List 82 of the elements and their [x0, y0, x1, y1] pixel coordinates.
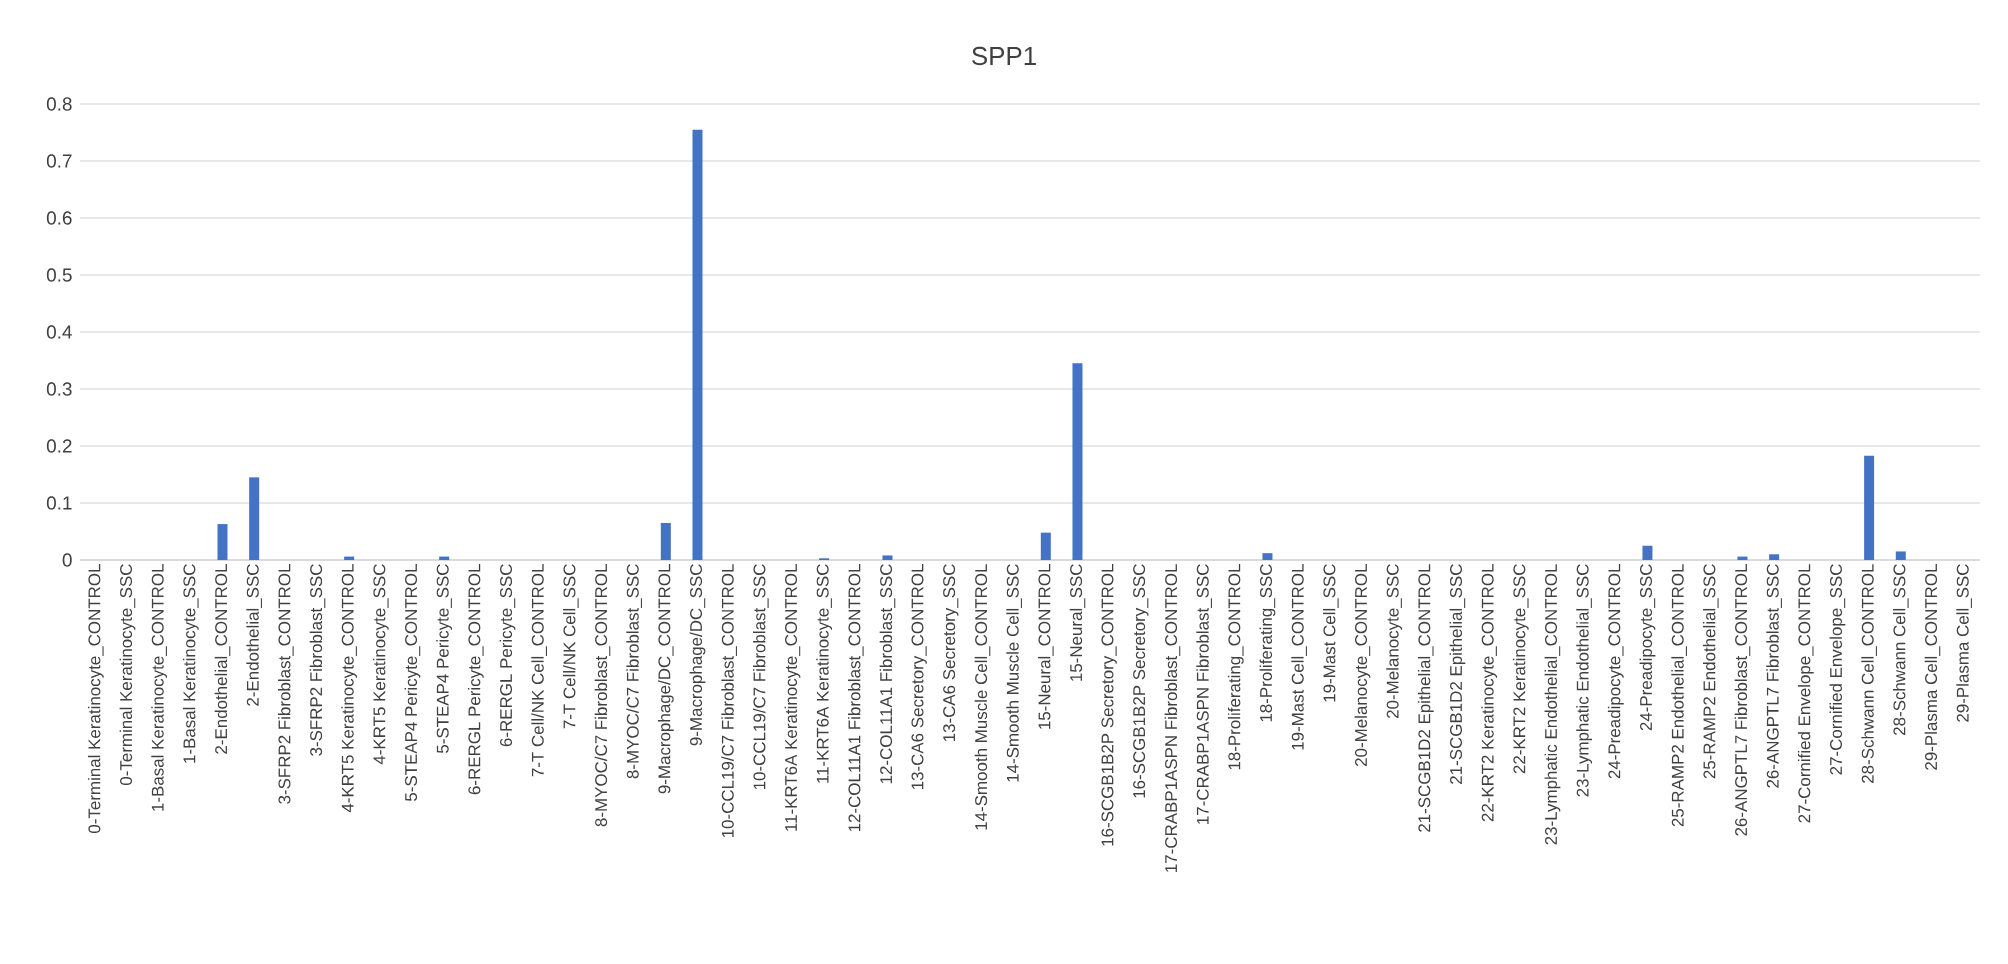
x-tick-label: 20-Melanocyte_CONTROL [1354, 564, 1371, 766]
y-tick-label: 0.5 [46, 268, 72, 282]
bar [249, 477, 260, 560]
x-tick-label: 9-Macrophage/DC_CONTROL [657, 564, 674, 794]
x-tick-label: 12-COL11A1 Fibroblast_SSC [879, 564, 896, 784]
y-tick-label: 0.1 [46, 496, 72, 510]
x-tick-label: 11-KRT6A Keratinocyte_SSC [816, 564, 833, 783]
x-tick-label: 18-Proliferating_SSC [1259, 564, 1276, 722]
x-tick-label: 0-Terminal Keratinocyte_CONTROL [87, 564, 104, 833]
y-tick-label: 0.7 [46, 154, 72, 168]
x-tick-label: 14-Smooth Muscle Cell_CONTROL [974, 564, 991, 830]
x-tick-label: 29-Plasma Cell_CONTROL [1924, 564, 1941, 770]
x-tick-label: 9-Macrophage/DC_SSC [689, 564, 706, 746]
bar [1864, 455, 1875, 560]
x-tick-label: 22-KRT2 Keratinocyte_SSC [1512, 564, 1529, 774]
x-tick-label: 25-RAMP2 Endothelial_CONTROL [1671, 564, 1687, 827]
bar [1642, 545, 1653, 560]
y-tick-label: 0.3 [46, 382, 72, 396]
bar [1072, 363, 1083, 560]
bar [692, 129, 703, 560]
x-tick-label: 13-CA6 Secretory_CONTROL [911, 564, 927, 790]
x-tick-label: 8-MYOC/C7 Fibroblast_SSC [626, 564, 642, 779]
x-tick-label: 28-Schwann Cell_SSC [1892, 564, 1909, 735]
x-tick-label: 2-Endothelial_SSC [246, 564, 262, 706]
chart-title: SPP1 [972, 46, 1036, 66]
x-tick-label: 10-CCL19/C7 Fibroblast_CONTROL [721, 564, 737, 838]
x-tick-label: 24-Preadipocyte_CONTROL [1607, 564, 1624, 779]
bar [660, 522, 671, 560]
x-tick-label: 26-ANGPTL7 Fibroblast_CONTROL [1734, 564, 1751, 836]
x-tick-label: 26-ANGPTL7 Fibroblast_SSC [1766, 564, 1782, 788]
x-tick-label: 17-CRABP1ASPN Fibroblast_SSC [1196, 564, 1212, 824]
x-tick-label: 12-COL11A1 Fibroblast_CONTROL [848, 564, 864, 832]
x-tick-label: 25-RAMP2 Endothelial_SSC [1702, 564, 1719, 779]
x-tick-label: 10-CCL19/C7 Fibroblast_SSC [753, 564, 769, 790]
bar [217, 524, 228, 560]
x-tick-label: 17-CRABP1ASPN Fibroblast_CONTROL [1164, 564, 1181, 872]
x-tick-label: 3-SFRP2 Fibroblast_SSC [309, 564, 326, 756]
x-tick-label: 7-T Cell/NK Cell_SSC [563, 564, 579, 729]
x-tick-label: 3-SFRP2 Fibroblast_CONTROL [278, 564, 294, 804]
x-tick-label: 19-Mast Cell_SSC [1322, 564, 1339, 702]
y-tick-label: 0.6 [46, 211, 72, 225]
x-tick-label: 5-STEAP4 Pericyte_SSC [436, 564, 453, 753]
x-tick-label: 19-Mast Cell_CONTROL [1291, 564, 1307, 750]
x-tick-label: 16-SCGB1B2P Secretory_SSC [1133, 564, 1149, 798]
bar [1769, 554, 1780, 560]
y-tick-label: 0 [62, 553, 72, 567]
x-tick-label: 16-SCGB1B2P Secretory_CONTROL [1101, 564, 1117, 846]
x-tick-label: 23-Lymphatic Endothelial_SSC [1576, 564, 1593, 797]
x-tick-label: 5-STEAP4 Pericyte_CONTROL [404, 564, 421, 801]
x-tick-label: 6-RERGL Pericyte_SSC [499, 564, 516, 747]
x-tick-label: 18-Proliferating_CONTROL [1227, 564, 1244, 770]
x-tick-label: 21-SCGB1D2 Epithelial_SSC [1449, 564, 1466, 784]
x-tick-label: 15-Neural_SSC [1069, 564, 1086, 681]
x-tick-label: 7-T Cell/NK Cell_CONTROL [531, 564, 547, 777]
y-tick-label: 0.2 [46, 439, 72, 453]
x-tick-label: 23-Lymphatic Endothelial_CONTROL [1544, 564, 1561, 845]
y-tick-label: 0.8 [46, 97, 72, 111]
x-tick-label: 11-KRT6A Keratinocyte_CONTROL [784, 564, 801, 831]
x-tick-label: 6-RERGL Pericyte_CONTROL [467, 564, 484, 795]
bar [882, 555, 893, 560]
x-tick-label: 13-CA6 Secretory_SSC [943, 564, 959, 742]
x-tick-label: 1-Basal Keratinocyte_CONTROL [151, 564, 168, 811]
x-tick-label: 15-Neural_CONTROL [1037, 564, 1054, 729]
x-tick-label: 29-Plasma Cell_SSC [1956, 564, 1972, 722]
x-tick-label: 4-KRT5 Keratinocyte_SSC [372, 564, 389, 765]
x-tick-label: 28-Schwann Cell_CONTROL [1861, 564, 1877, 783]
x-tick-label: 20-Melanocyte_SSC [1386, 564, 1403, 718]
x-tick-label: 14-Smooth Muscle Cell_SSC [1006, 564, 1022, 782]
x-tick-label: 21-SCGB1D2 Epithelial_CONTROL [1417, 564, 1434, 832]
x-tick-label: 27-Cornified Envelope_CONTROL [1797, 564, 1814, 823]
x-tick-label: 1-Basal Keratinocyte_SSC [182, 564, 199, 763]
x-tick-label: 2-Endothelial_CONTROL [214, 564, 231, 754]
y-tick-label: 0.4 [46, 325, 72, 339]
x-tick-label: 8-MYOC/C7 Fibroblast_CONTROL [594, 564, 611, 827]
bar [1262, 553, 1273, 560]
x-tick-label: 0-Terminal Keratinocyte_SSC [119, 564, 136, 786]
bar [1895, 551, 1906, 560]
x-tick-label: 24-Preadipocyte_SSC [1639, 564, 1656, 731]
bar [1040, 532, 1051, 560]
x-tick-label: 4-KRT5 Keratinocyte_CONTROL [341, 564, 358, 813]
x-tick-label: 22-KRT2 Keratinocyte_CONTROL [1481, 564, 1498, 822]
x-tick-label: 27-Cornified Envelope_SSC [1829, 564, 1846, 775]
